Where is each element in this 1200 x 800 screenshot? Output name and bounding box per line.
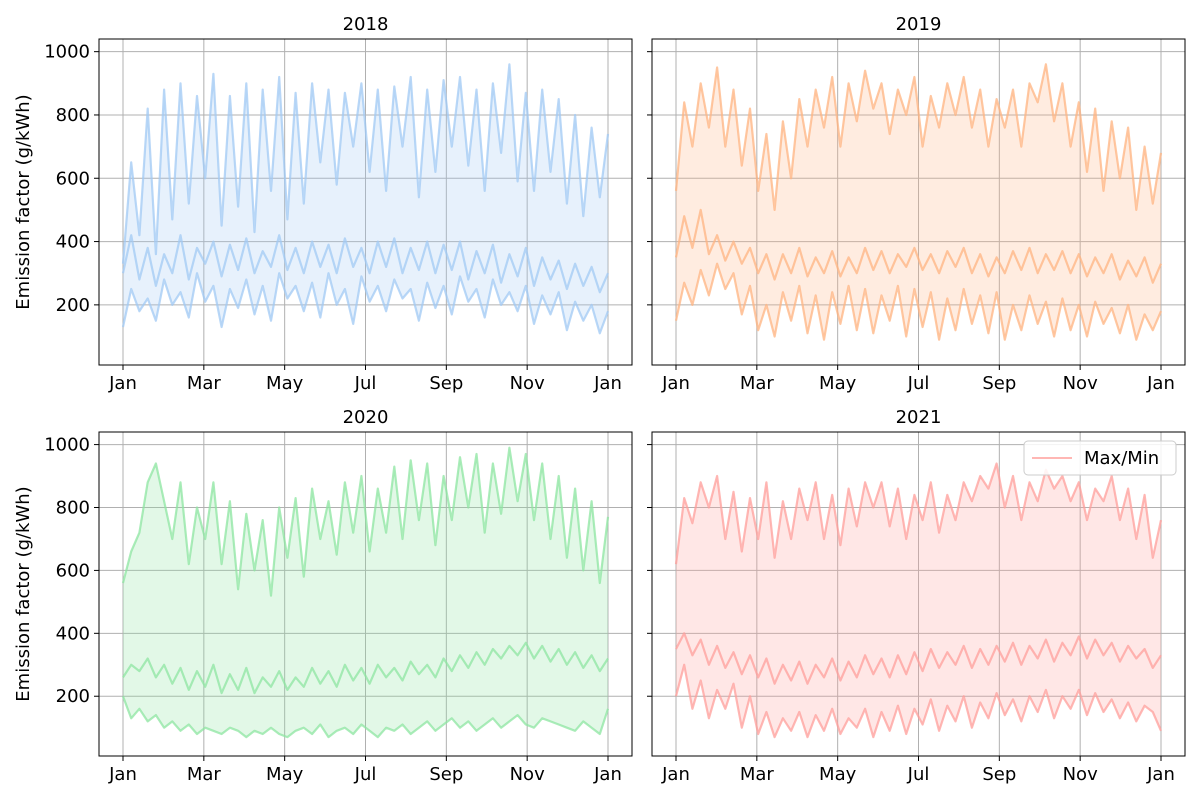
series-line-mid — [674, 208, 1163, 284]
plot-frame — [651, 431, 1186, 757]
x-tick-label: Jul — [907, 764, 930, 785]
series-line-max — [121, 446, 610, 597]
subplot-2018: Jan Mar May Jul Sep Nov Jan 200 400 600 800 1000 201… — [13, 14, 633, 394]
series-line-max — [674, 462, 1163, 565]
y-tick-label: 1000 — [44, 42, 90, 63]
series-line-mid — [121, 234, 610, 294]
x-tick-label: May — [819, 764, 857, 785]
plot-frame — [98, 431, 633, 757]
subplot-2020: Jan Mar May Jul Sep Nov Jan 200 400 600 800 1000 202… — [13, 407, 633, 785]
x-tick-label: May — [266, 373, 304, 394]
x-tick-label: Jul — [907, 373, 930, 394]
subplot-title: 2020 — [343, 407, 389, 428]
legend-label: Max/Min — [1084, 448, 1159, 469]
legend: Max/Min — [1023, 440, 1177, 476]
subplot-title: 2019 — [896, 14, 942, 35]
series-line-min — [121, 695, 610, 739]
y-tick-label: 200 — [56, 686, 90, 707]
x-tick-label: Jan — [661, 373, 690, 394]
series-line-mid — [675, 632, 1162, 685]
x-tick-label: Nov — [510, 764, 545, 785]
y-tick-label: 600 — [56, 560, 90, 581]
x-tick-label: Jan — [1146, 373, 1175, 394]
x-tick-label: Nov — [510, 373, 545, 394]
x-tick-label: Jan — [661, 764, 690, 785]
legend-box — [1023, 440, 1177, 476]
x-tick-label: May — [819, 373, 857, 394]
x-tick-label: Jan — [108, 373, 137, 394]
x-tick-label: Mar — [740, 373, 775, 394]
x-tick-label: Mar — [187, 764, 222, 785]
x-tick-label: Nov — [1063, 764, 1098, 785]
series-line-max — [674, 63, 1163, 211]
series-line-mid — [122, 641, 609, 695]
y-axis-label: Emission factor (g/kWh) — [13, 94, 34, 309]
x-tick-label: Sep — [429, 373, 463, 394]
y-tick-label: 800 — [56, 105, 90, 126]
y-tick-label: 200 — [56, 295, 90, 316]
x-tick-label: May — [266, 764, 304, 785]
y-axis-label: Emission factor (g/kWh) — [13, 486, 34, 701]
y-tick-label: 800 — [56, 497, 90, 518]
x-tick-label: Jul — [354, 764, 377, 785]
plot-frame — [651, 38, 1186, 366]
x-tick-label: Mar — [187, 373, 222, 394]
y-tick-label: 600 — [56, 168, 90, 189]
x-tick-label: Mar — [740, 764, 775, 785]
subplot-2019: Jan Mar May Jul Sep Nov Jan 2019 — [647, 14, 1186, 394]
x-tick-label: Jul — [354, 373, 377, 394]
series-line-min — [121, 272, 610, 335]
x-tick-label: Sep — [982, 764, 1016, 785]
plot-frame — [98, 38, 633, 366]
x-tick-label: Sep — [429, 764, 463, 785]
x-tick-label: Jan — [1146, 764, 1175, 785]
x-tick-label: Jan — [593, 764, 622, 785]
y-tick-label: 400 — [56, 623, 90, 644]
x-tick-label: Nov — [1063, 373, 1098, 394]
series-line-min — [674, 663, 1163, 739]
x-tick-label: Jan — [108, 764, 137, 785]
y-tick-label: 400 — [56, 232, 90, 253]
y-tick-label: 1000 — [44, 435, 90, 456]
series-line-max — [121, 63, 610, 264]
subplot-title: 2018 — [343, 14, 389, 35]
series-line-min — [674, 262, 1163, 341]
x-tick-label: Jan — [593, 373, 622, 394]
subplot-2021: Jan Mar May Jul Sep Nov Jan 2021 Max/Min — [647, 407, 1186, 785]
subplot-title: 2021 — [896, 407, 942, 428]
x-tick-label: Sep — [982, 373, 1016, 394]
